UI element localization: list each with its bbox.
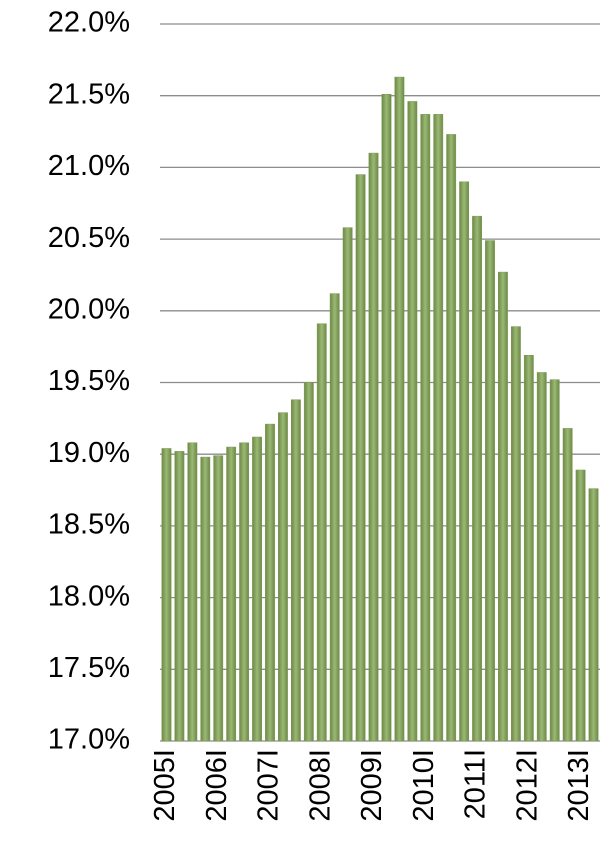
- x-tick-label: 2012I: [511, 749, 543, 822]
- x-tick-label: 2010I: [408, 749, 440, 822]
- bar: [381, 94, 392, 742]
- bar: [355, 174, 366, 742]
- bar: [187, 442, 198, 742]
- bar: [459, 181, 470, 742]
- y-tick-label: 18.0%: [48, 580, 130, 612]
- bar: [213, 455, 224, 742]
- bar: [472, 215, 482, 742]
- bar: [329, 293, 340, 742]
- x-tick-label: 2009I: [356, 749, 388, 822]
- bar: [575, 469, 586, 742]
- bar: [420, 114, 431, 742]
- y-tick-label: 17.5%: [48, 652, 130, 684]
- y-tick-label: 21.5%: [48, 78, 130, 110]
- bar: [536, 372, 547, 742]
- x-tick-label: 2005I: [149, 749, 181, 822]
- bar: [303, 382, 314, 742]
- y-tick-label: 21.0%: [48, 150, 130, 182]
- bar: [265, 423, 275, 742]
- y-tick-label: 17.0%: [48, 724, 130, 756]
- bar: [394, 76, 405, 742]
- y-tick-label: 18.5%: [48, 509, 130, 541]
- bar: [200, 456, 211, 742]
- bar: [407, 101, 418, 742]
- bar: [252, 436, 262, 742]
- x-tick-label: 2006I: [201, 749, 233, 822]
- bar: [174, 451, 185, 742]
- bar: [316, 323, 327, 742]
- y-tick-label: 19.0%: [48, 437, 130, 469]
- x-tick-label: 2008I: [304, 749, 336, 822]
- bar: [498, 271, 508, 742]
- bar: [368, 152, 379, 742]
- bar: [446, 134, 457, 742]
- bar: [588, 488, 599, 742]
- x-tick-label: 2013I: [563, 749, 595, 822]
- y-tick-label: 22.0%: [48, 7, 130, 39]
- bar: [523, 355, 534, 742]
- bar: [161, 448, 172, 742]
- bar: [342, 227, 353, 742]
- bar: [290, 399, 301, 742]
- bar: [510, 326, 521, 742]
- bar: [239, 442, 250, 742]
- y-tick-label: 19.5%: [48, 365, 130, 397]
- x-tick-label: 2011I: [460, 749, 492, 819]
- x-tick-label: 2007I: [253, 749, 285, 822]
- bar: [278, 412, 288, 742]
- bar: [226, 446, 237, 742]
- bar: [485, 240, 495, 742]
- y-tick-label: 20.0%: [48, 293, 130, 325]
- y-tick-label: 20.5%: [48, 222, 130, 254]
- bar: [549, 379, 560, 742]
- bar: [433, 114, 444, 742]
- bar: [562, 428, 573, 742]
